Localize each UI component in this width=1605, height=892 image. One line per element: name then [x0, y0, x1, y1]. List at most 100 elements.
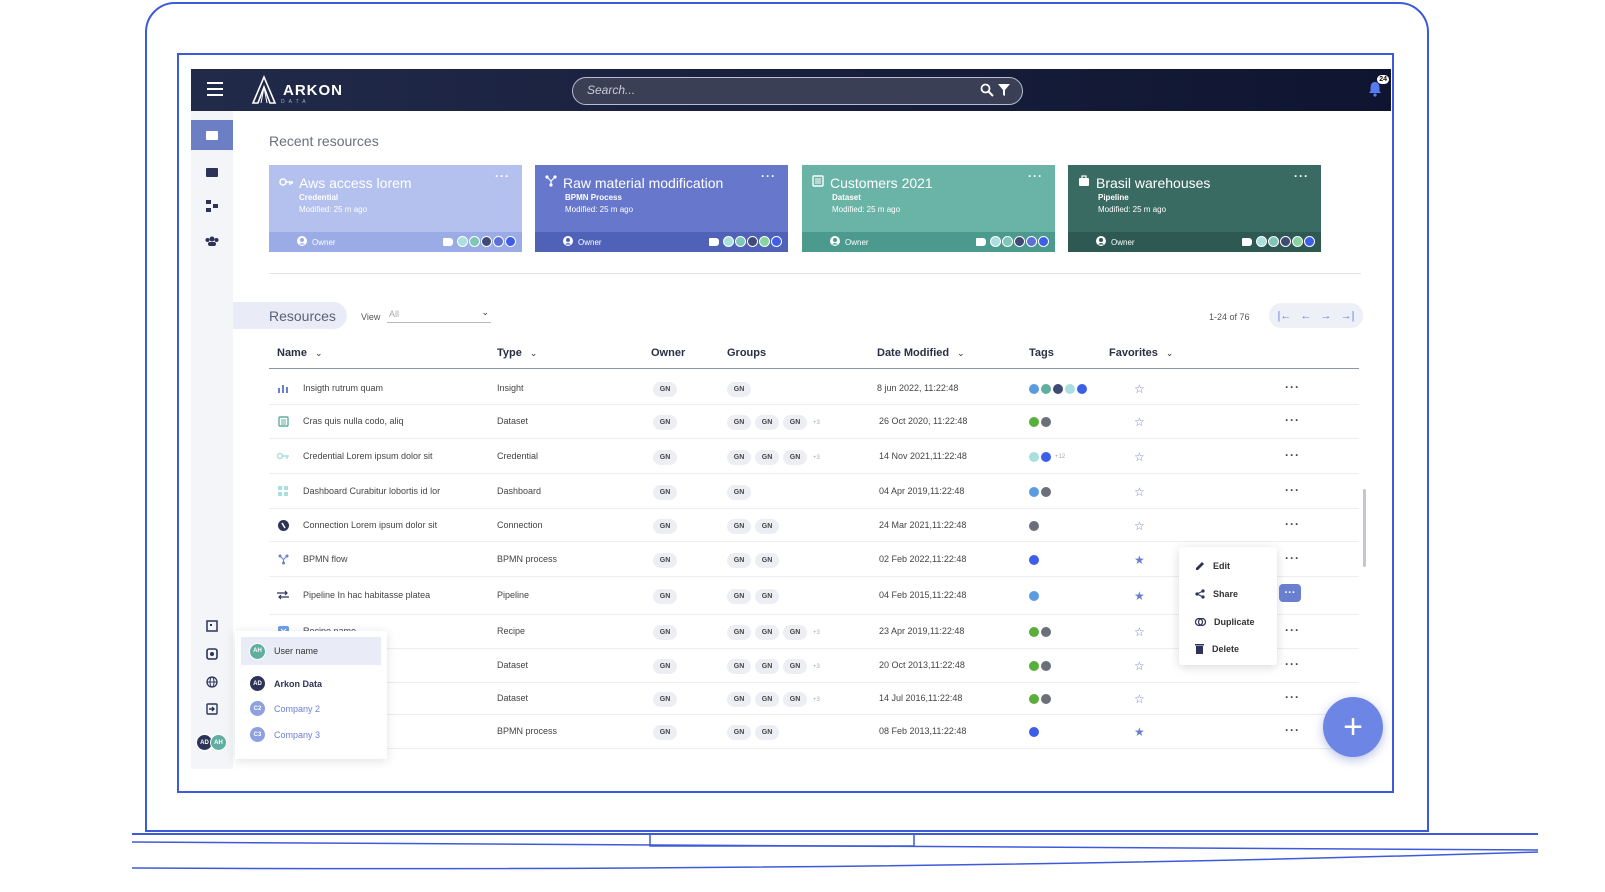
col-type[interactable]: Type ⌄: [497, 347, 538, 359]
prev-page-icon[interactable]: ←: [1300, 309, 1312, 322]
recent-card[interactable]: Brasil warehouses Pipeline Modified: 25 m …: [1068, 165, 1321, 252]
cell-favorite: ★: [1134, 553, 1145, 567]
cell-name: Pipeline In hac habitasse platea: [277, 589, 430, 601]
cell-tags: [1029, 727, 1041, 737]
col-tags[interactable]: Tags: [1029, 347, 1054, 359]
rail-item-company[interactable]: [191, 611, 233, 641]
menu-item-delete[interactable]: Delete: [1195, 644, 1239, 654]
rail-item-language[interactable]: [191, 667, 233, 697]
rail-item-settings[interactable]: [191, 639, 233, 669]
star-outline-icon[interactable]: ☆: [1134, 450, 1145, 464]
star-filled-icon[interactable]: ★: [1134, 725, 1145, 739]
first-page-icon[interactable]: |←: [1277, 309, 1292, 322]
recent-card[interactable]: Customers 2021 Dataset Modified: 25 m ago ·…: [802, 165, 1055, 252]
table-row[interactable]: Insigth rutrum quam Insight GN GN 8 jun 2022…: [269, 372, 1359, 405]
card-more-button[interactable]: ···: [495, 169, 510, 183]
rail-item-logout[interactable]: [191, 694, 233, 724]
card-more-button[interactable]: ···: [1294, 169, 1309, 183]
resource-name[interactable]: Dashboard Curabitur lobortis id lor: [303, 486, 441, 496]
rail-item-resources[interactable]: [191, 120, 233, 150]
row-more-button[interactable]: ···: [1285, 483, 1300, 497]
recent-card[interactable]: Aws access lorem Credential Modified: 25 m…: [269, 165, 522, 252]
star-filled-icon[interactable]: ★: [1134, 553, 1145, 567]
table-row[interactable]: Pipeline In hac habitasse platea Pipeline…: [269, 577, 1359, 615]
company-item[interactable]: AD Arkon Data: [249, 675, 322, 692]
card-more-button[interactable]: ···: [761, 169, 776, 183]
star-outline-icon[interactable]: ☆: [1134, 519, 1145, 533]
row-more-button[interactable]: ···: [1285, 657, 1300, 671]
col-groups[interactable]: Groups: [727, 347, 767, 359]
card-header: Customers 2021: [812, 174, 933, 192]
star-outline-icon[interactable]: ☆: [1134, 625, 1145, 639]
table-row[interactable]: Dashboard Curabitur lobortis id lor Dashb…: [269, 474, 1359, 509]
resource-name[interactable]: Credential Lorem ipsum dolor sit: [303, 451, 433, 461]
row-more-button[interactable]: ···: [1285, 517, 1300, 531]
row-more-button[interactable]: ···: [1285, 380, 1300, 394]
section-divider: [269, 273, 1361, 274]
recent-card[interactable]: Raw material modification BPMN Process Mod…: [535, 165, 788, 252]
last-page-icon[interactable]: →|: [1340, 309, 1355, 322]
dataset-icon: [812, 175, 824, 187]
view-select[interactable]: All ⌄: [387, 307, 491, 323]
user-icon: [830, 236, 840, 246]
star-outline-icon[interactable]: ☆: [1134, 415, 1145, 429]
account-switcher[interactable]: AD AH: [196, 733, 230, 753]
star-outline-icon[interactable]: ☆: [1134, 485, 1145, 499]
cell-type: Dataset: [497, 693, 529, 703]
add-resource-button[interactable]: +: [1323, 697, 1383, 757]
row-more-button-active[interactable]: ···: [1279, 584, 1301, 602]
notifications-button[interactable]: 24: [1367, 75, 1389, 101]
row-more-button[interactable]: ···: [1285, 551, 1300, 565]
company-item[interactable]: C3 Company 3: [249, 726, 320, 743]
menu-item-duplicate[interactable]: Duplicate: [1195, 617, 1255, 627]
resource-name[interactable]: BPMN flow: [303, 554, 348, 564]
star-outline-icon[interactable]: ☆: [1134, 692, 1145, 706]
resource-name[interactable]: Insigth rutrum quam: [303, 383, 384, 393]
col-date-modified[interactable]: Date Modified ⌄: [877, 347, 965, 359]
group-chip: GN: [727, 625, 751, 640]
cell-favorite: ☆: [1134, 382, 1145, 396]
resource-name[interactable]: Cras quis nulla codo, aliq: [303, 416, 404, 426]
rail-item-users[interactable]: [191, 226, 233, 256]
col-favorites[interactable]: Favorites ⌄: [1109, 347, 1174, 359]
star-outline-icon[interactable]: ☆: [1134, 659, 1145, 673]
table-row[interactable]: Cras quis nulla codo, aliq Dataset GN GN GN G…: [269, 405, 1359, 439]
row-more-button[interactable]: ···: [1285, 690, 1300, 704]
row-more-button[interactable]: ···: [1285, 623, 1300, 637]
filter-icon[interactable]: [998, 83, 1010, 97]
cell-favorite: ☆: [1134, 485, 1145, 499]
star-outline-icon[interactable]: ☆: [1134, 382, 1145, 396]
resource-name[interactable]: Connection Lorem ipsum dolor sit: [303, 520, 438, 530]
resource-name[interactable]: Pipeline In hac habitasse platea: [303, 590, 431, 600]
table-row[interactable]: BPMN flow BPMN process GN GN GN 02 Feb 2022,1…: [269, 542, 1359, 577]
company-item[interactable]: C2 Company 2: [249, 700, 320, 717]
rail-item-files[interactable]: [191, 157, 233, 187]
table-row[interactable]: Credential Lorem ipsum dolor sit Credenti…: [269, 439, 1359, 474]
menu-item-share[interactable]: Share: [1195, 589, 1238, 599]
cell-owner: GN: [653, 382, 681, 397]
col-name[interactable]: Name ⌄: [277, 347, 323, 359]
row-more-button[interactable]: ···: [1285, 723, 1300, 737]
search-icon[interactable]: [980, 83, 994, 97]
tag-dot: [457, 236, 468, 247]
table-row[interactable]: Connection Lorem ipsum dolor sit Connecti…: [269, 509, 1359, 542]
table-scrollbar[interactable]: [1363, 489, 1366, 567]
rail-item-flows[interactable]: [191, 191, 233, 221]
star-filled-icon[interactable]: ★: [1134, 589, 1145, 603]
user-menu-header[interactable]: AH User name: [241, 637, 381, 665]
card-title: Raw material modification: [563, 175, 724, 191]
row-more-button[interactable]: ···: [1285, 413, 1300, 427]
search-input[interactable]: [587, 83, 947, 97]
menu-icon[interactable]: [207, 82, 223, 96]
next-page-icon[interactable]: →: [1320, 309, 1332, 322]
row-more-button[interactable]: ···: [1285, 448, 1300, 462]
avatar-user: AH: [210, 734, 227, 751]
menu-item-edit[interactable]: Edit: [1195, 561, 1230, 571]
card-header: Brasil warehouses: [1078, 174, 1210, 192]
col-owner[interactable]: Owner: [651, 347, 686, 359]
user-icon: [563, 236, 573, 246]
cell-owner: GN: [653, 450, 681, 465]
card-more-button[interactable]: ···: [1028, 169, 1043, 183]
